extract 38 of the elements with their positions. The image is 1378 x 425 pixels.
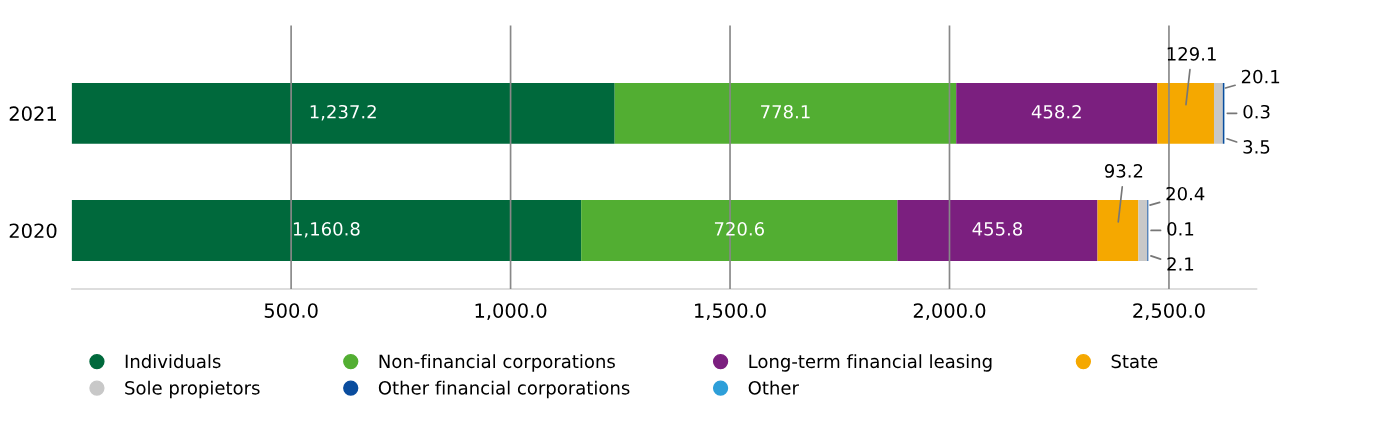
data-label: 0.1	[1167, 222, 1194, 236]
data-label: 20.1	[1241, 69, 1280, 84]
data-label: 129.1	[1167, 46, 1216, 61]
data-label: 2.1	[1167, 257, 1194, 271]
bar	[581, 200, 898, 261]
y-tick-label: 2020	[9, 223, 57, 239]
legend-label: Other financial corporations	[378, 380, 630, 399]
data-label: 1,237.2	[310, 104, 376, 121]
x-tick-label: 1,000.0	[475, 303, 547, 320]
bar	[1213, 82, 1223, 144]
data-label: 1,160.8	[293, 222, 360, 238]
data-label: 720.6	[714, 222, 764, 236]
data-label: 458.2	[1031, 104, 1081, 119]
x-tick-label: 2,500.0	[1133, 303, 1205, 320]
bar	[1097, 200, 1139, 261]
bar	[897, 200, 1098, 261]
x-tick-label: 1,500.0	[695, 303, 766, 320]
legend-label: State	[1111, 354, 1158, 369]
x-tick-label: 500.0	[264, 303, 318, 318]
y-tick-label: 2021	[9, 106, 56, 121]
bar	[614, 82, 957, 144]
legend-label: Individuals	[125, 354, 221, 369]
bar	[1157, 82, 1214, 144]
data-label: 455.8	[972, 222, 1023, 236]
data-label: 20.4	[1166, 186, 1205, 201]
bar	[956, 82, 1158, 144]
data-label: 778.1	[761, 104, 810, 119]
data-label: 0.3	[1243, 104, 1270, 119]
data-label: 3.5	[1243, 140, 1270, 154]
x-tick-label: 2,000.0	[913, 303, 986, 320]
bar	[71, 82, 615, 144]
legend-label: Sole propietors	[125, 380, 260, 399]
legend-label: Other	[748, 380, 799, 395]
bar	[71, 200, 582, 261]
legend-label: Non-financial corporations	[379, 354, 615, 372]
legend-label: Long-term financial leasing	[749, 354, 992, 372]
bar	[1138, 200, 1148, 261]
data-label: 93.2	[1104, 164, 1143, 178]
